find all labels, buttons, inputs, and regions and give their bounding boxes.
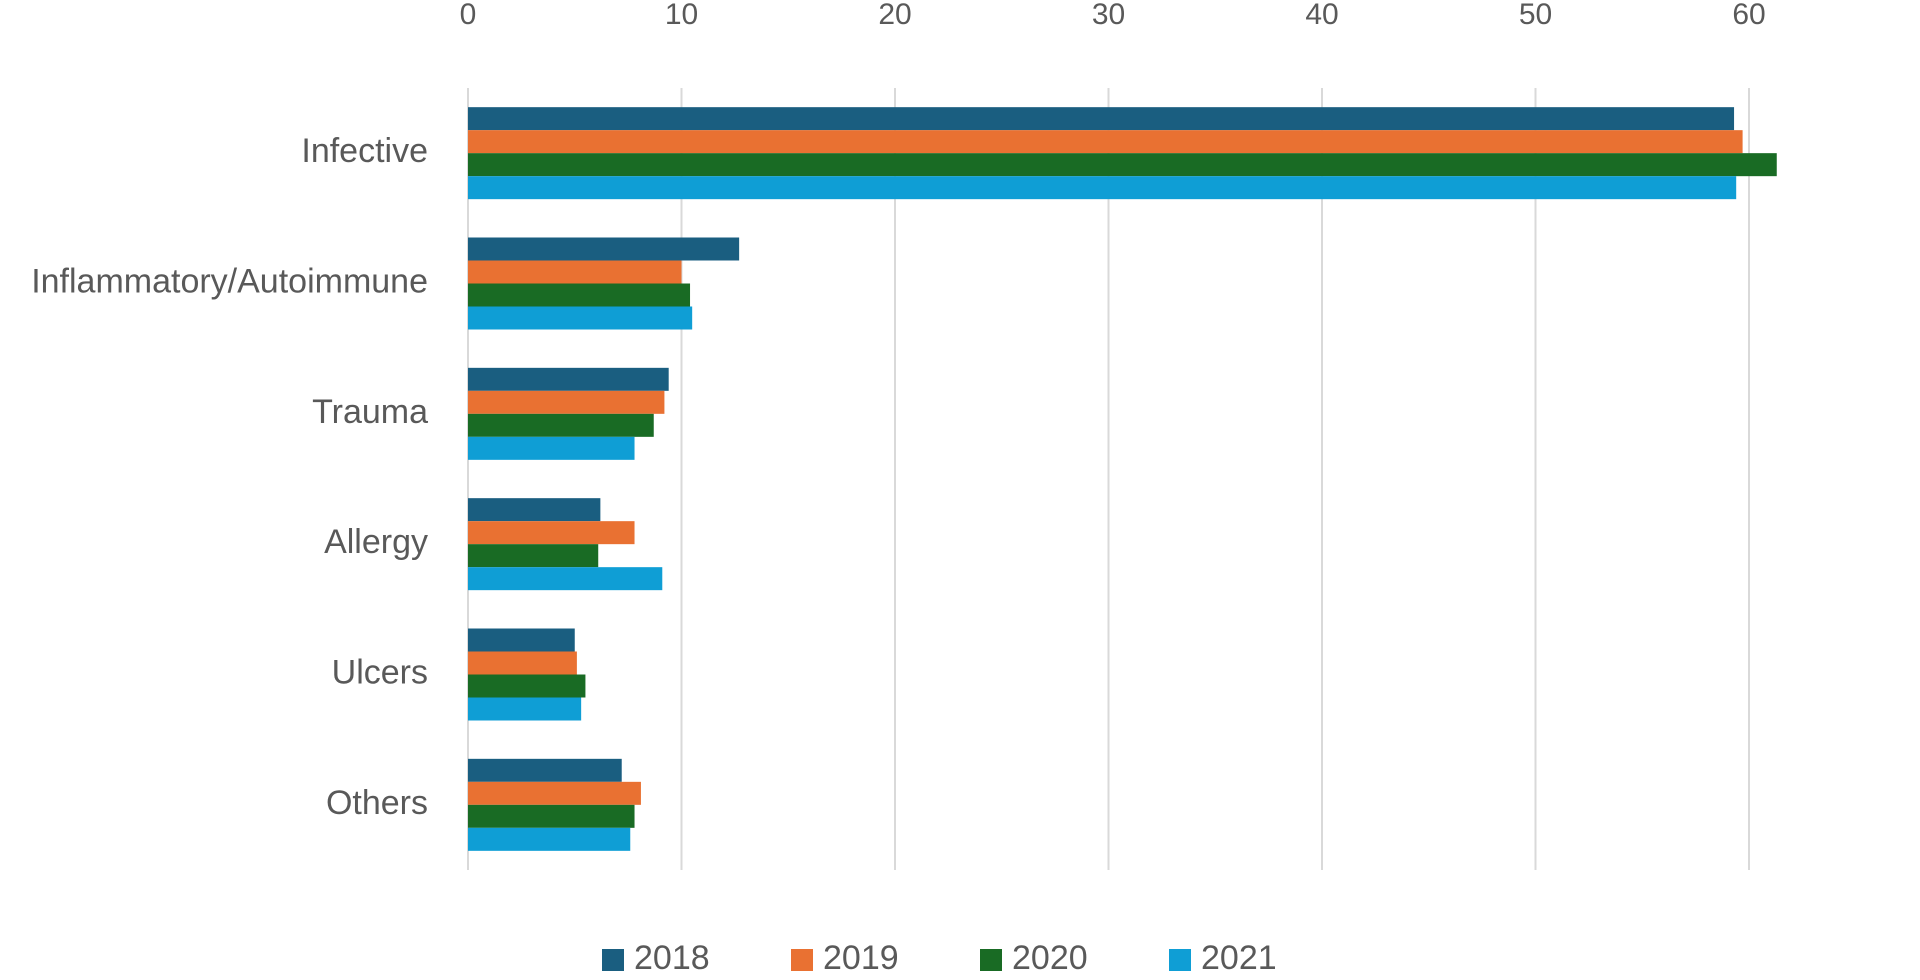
x-tick-label: 30 (1092, 0, 1125, 31)
y-tick-label: Infective (301, 132, 428, 170)
bar (468, 498, 601, 522)
x-tick-label: 20 (878, 0, 911, 31)
y-tick-label: Allergy (324, 523, 428, 561)
bar (468, 107, 1735, 131)
legend-label: 2019 (823, 939, 899, 977)
legend-label: 2018 (634, 939, 710, 977)
bar (468, 804, 635, 828)
legend-label: 2020 (1012, 939, 1088, 977)
legend-swatch (602, 949, 624, 971)
bar (468, 367, 669, 391)
bar (468, 306, 693, 330)
bar (468, 176, 1737, 200)
bar (468, 130, 1743, 154)
legend-swatch (791, 949, 813, 971)
bar (468, 521, 635, 545)
legend-swatch (1169, 949, 1191, 971)
x-tick-label: 40 (1305, 0, 1338, 31)
x-tick-label: 0 (460, 0, 477, 31)
bar (468, 651, 577, 675)
bar (468, 674, 586, 698)
legend-swatch (980, 949, 1002, 971)
bar (468, 697, 582, 721)
bar (468, 237, 740, 261)
x-tick-label: 50 (1519, 0, 1552, 31)
bar (468, 413, 654, 437)
y-tick-label: Trauma (312, 393, 428, 431)
legend-label: 2021 (1201, 939, 1277, 977)
y-tick-label: Others (326, 784, 428, 822)
bar (468, 827, 631, 851)
bar (468, 436, 635, 460)
y-tick-label: Ulcers (332, 653, 428, 691)
y-tick-label: Inflammatory/Autoimmune (31, 262, 428, 300)
bar (468, 781, 641, 805)
x-tick-label: 10 (665, 0, 698, 31)
bar (468, 758, 622, 782)
bar (468, 153, 1777, 177)
bar (468, 260, 682, 284)
bar (468, 567, 663, 591)
bar (468, 544, 599, 568)
x-tick-label: 60 (1732, 0, 1765, 31)
bar (468, 390, 665, 414)
bar (468, 283, 691, 307)
bar (468, 628, 575, 652)
